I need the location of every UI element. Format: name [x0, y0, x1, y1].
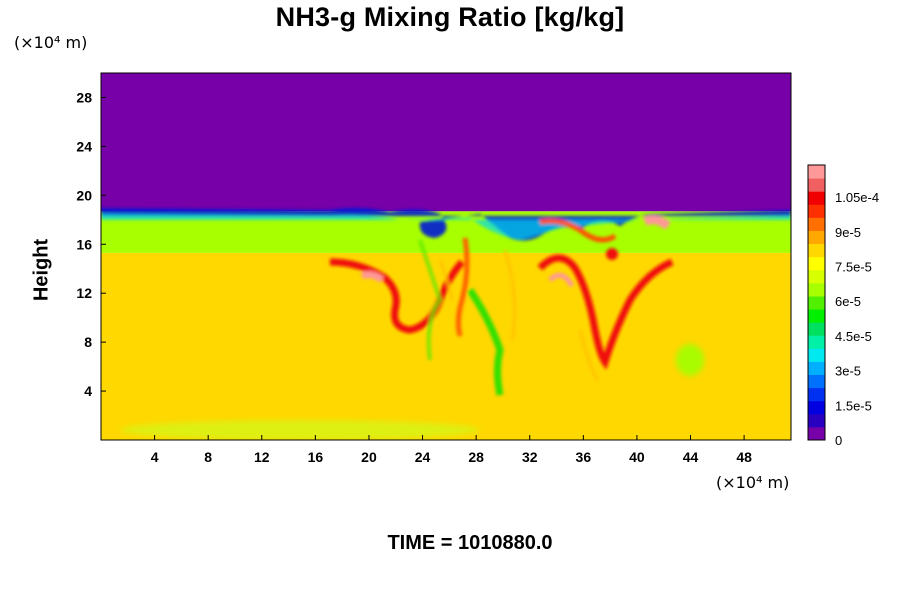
heatmap-field: [100, 72, 792, 441]
x-tick-label: 8: [204, 449, 212, 465]
colorbar-swatch: [808, 243, 825, 258]
colorbar-label: 3e-5: [835, 364, 861, 379]
field-upper-region: [101, 73, 791, 212]
colorbar-swatches: [808, 165, 825, 441]
colorbar-swatch: [808, 400, 825, 415]
colorbar-swatch: [808, 335, 825, 349]
plume-center-stem: [455, 237, 470, 337]
colorbar-swatch: [808, 374, 825, 389]
colorbar-swatch: [808, 361, 825, 376]
boundary-turbulence-blue: [101, 207, 791, 241]
y-tick-label: 4: [84, 383, 92, 399]
y-tick-label: 28: [76, 89, 92, 105]
y-tick-label: 8: [84, 334, 92, 350]
colorbar-swatch: [808, 348, 825, 362]
colorbar-swatch: [808, 413, 825, 428]
x-tick-label: 44: [683, 449, 699, 465]
y-tick-label: 20: [76, 187, 92, 203]
colorbar-swatch: [808, 217, 825, 231]
field-structures: [101, 207, 791, 396]
x-axis-unit: (×10⁴ m): [716, 473, 790, 492]
plume-upper-right: [642, 215, 671, 230]
colorbar-swatch: [808, 178, 825, 192]
colorbar-swatch: [808, 387, 825, 402]
colorbar-label: 9e-5: [835, 225, 861, 240]
colorbar-labels: 0 1.5e-5 3e-5 4.5e-5 6e-5 7.5e-5 9e-5 1.05e-4: [835, 190, 879, 448]
plume-right-arc: [537, 254, 674, 370]
x-tick-label: 16: [308, 449, 324, 465]
x-tick-label: 40: [629, 449, 645, 465]
colorbar-swatch: [808, 322, 825, 336]
green-column-left: [418, 239, 443, 361]
plume-right-inner: [548, 272, 575, 288]
colorbar-label: 7.5e-5: [835, 259, 872, 274]
y-tick-label: 24: [76, 138, 92, 154]
colorbar-swatch: [808, 204, 825, 218]
y-tick-label: 16: [76, 236, 92, 252]
colorbar-swatch: [808, 165, 825, 179]
x-tick-label: 36: [576, 449, 592, 465]
colorbar-swatch: [808, 269, 825, 284]
lower-soft-features: [120, 344, 704, 440]
colorbar-swatch: [808, 309, 825, 323]
x-tick-label: 28: [468, 449, 484, 465]
x-axis: 4 8 12 16 20 24 28 32 36 40 44 48: [151, 435, 752, 465]
chart-title: NH3-g Mixing Ratio [kg/kg]: [275, 2, 625, 32]
y-tick-label: 12: [76, 285, 92, 301]
colorbar-label: 1.5e-5: [835, 398, 872, 413]
boundary-turbulence-cyan: [101, 214, 791, 240]
x-tick-label: 24: [415, 449, 431, 465]
colorbar-swatch: [808, 256, 825, 271]
colorbar: 0 1.5e-5 3e-5 4.5e-5 6e-5 7.5e-5 9e-5 1.05e-4: [807, 164, 879, 448]
green-column: [467, 288, 504, 396]
colorbar-label: 4.5e-5: [835, 329, 872, 344]
colorbar-frame: [807, 164, 826, 441]
colorbar-label: 6e-5: [835, 294, 861, 309]
x-tick-label: 48: [736, 449, 752, 465]
x-tick-label: 12: [254, 449, 270, 465]
colorbar-swatch: [808, 230, 825, 245]
colorbar-swatch: [808, 295, 825, 310]
y-axis-unit: (×10⁴ m): [14, 33, 88, 52]
x-tick-label: 20: [361, 449, 377, 465]
green-blob: [676, 344, 704, 376]
colorbar-label: 1.05e-4: [835, 190, 879, 205]
time-annotation: TIME = 1010880.0: [387, 532, 553, 554]
colorbar-swatch: [808, 426, 825, 441]
colorbar-swatch: [808, 191, 825, 205]
lower-haze: [120, 420, 480, 440]
orange-streaks: [438, 249, 600, 381]
plume-upper-mid: [539, 218, 617, 243]
colorbar-swatch: [808, 282, 825, 297]
x-tick-label: 4: [151, 449, 159, 465]
colorbar-label: 0: [835, 433, 842, 448]
x-tick-label: 32: [522, 449, 538, 465]
y-axis: 4 8 12 16 20 24 28: [76, 89, 106, 399]
plume-left-spot: [360, 271, 385, 283]
plume-spot-mid: [606, 248, 618, 260]
plot-frame: [100, 72, 792, 441]
